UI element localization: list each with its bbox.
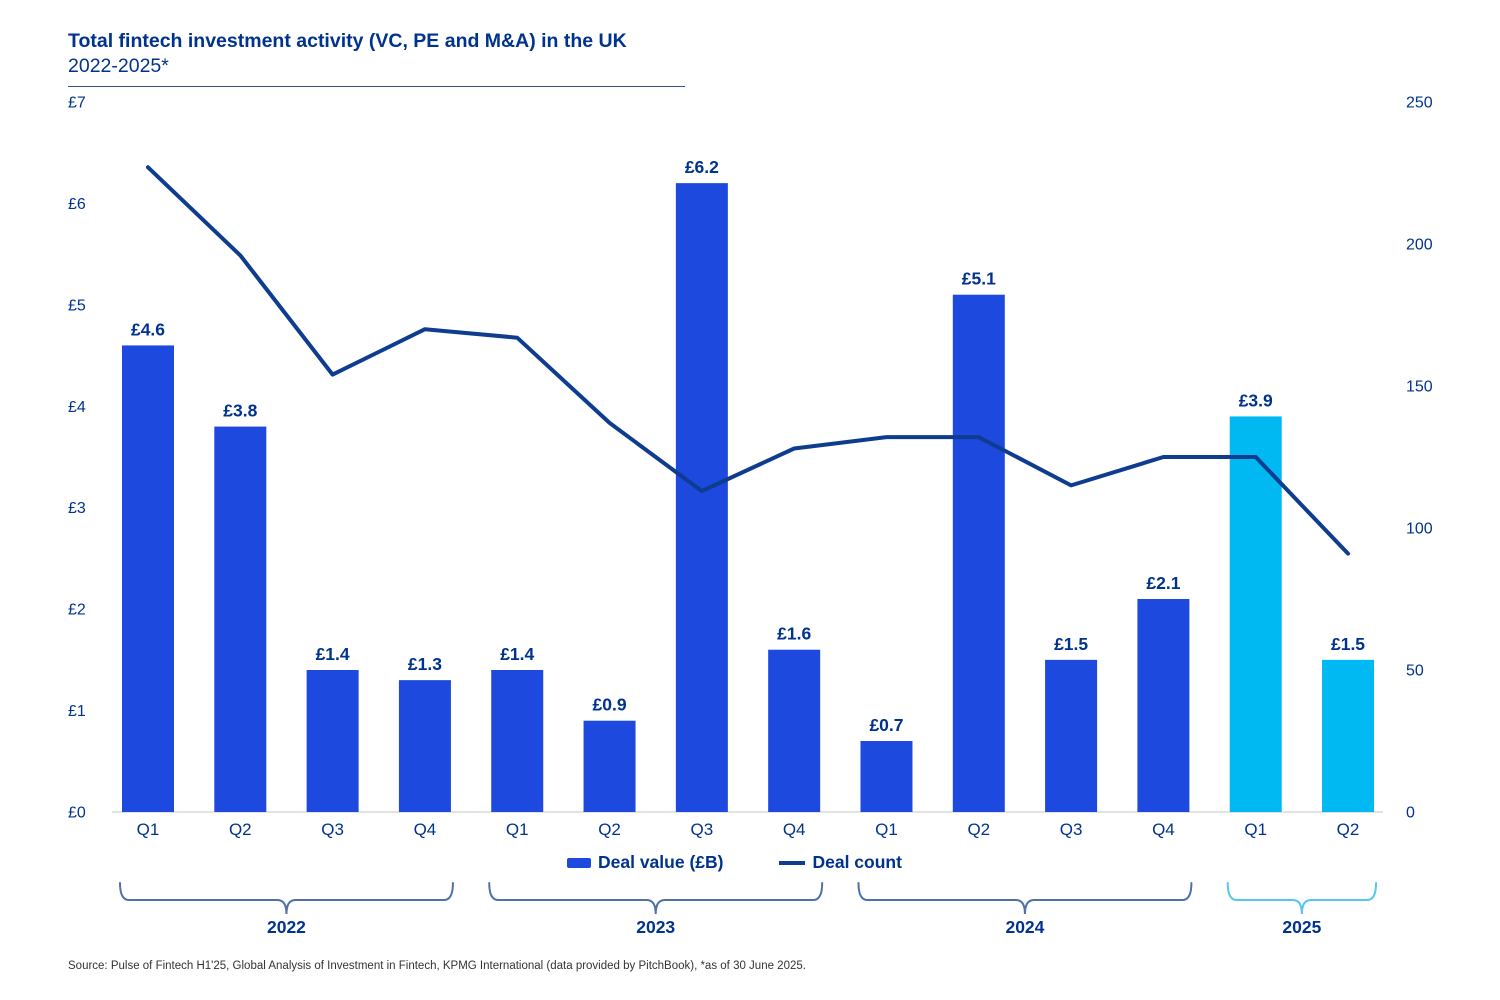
- bar-value-label: £1.3: [408, 654, 442, 674]
- bar-value-label: £1.6: [777, 624, 811, 644]
- left-axis-tick: £7: [68, 95, 86, 112]
- right-axis-tick: 250: [1406, 95, 1433, 112]
- deal-value-bar: [306, 670, 359, 812]
- deal-count-line: [146, 165, 1351, 556]
- bar-value-label: £1.4: [500, 644, 534, 664]
- source-note: Source: Pulse of Fintech H1'25, Global A…: [68, 960, 806, 972]
- title-block: Total fintech investment activity (VC, P…: [68, 28, 688, 87]
- year-bracket-2024: [857, 882, 1193, 915]
- deal-count-line-icon: [779, 860, 806, 865]
- deal-value-bar: [491, 670, 544, 812]
- deal-value-bar: [583, 720, 636, 812]
- bar-value-label: £4.6: [131, 319, 165, 339]
- left-axis-tick: £1: [68, 703, 86, 720]
- deal-value-bar: [675, 183, 728, 813]
- right-axis-tick: 200: [1406, 237, 1433, 254]
- deal-value-bar: [1229, 416, 1282, 812]
- deal-value-bar: [768, 649, 821, 812]
- deal-value-bar: [122, 345, 174, 812]
- deal-value-bar: [1322, 659, 1375, 812]
- year-label-2023: 2023: [636, 917, 675, 937]
- bar-value-label: £5.1: [962, 269, 996, 289]
- deal-value-bar: [952, 294, 1005, 812]
- left-axis-tick: £3: [68, 500, 86, 517]
- year-bracket-2022: [119, 882, 454, 915]
- bar-value-label: £3.9: [1239, 390, 1273, 410]
- year-bracket-2025: [1226, 882, 1378, 915]
- x-axis-label: Q2: [967, 820, 990, 839]
- deal-value-bar: [398, 680, 451, 812]
- chart-legend: Deal value (£B) Deal count: [567, 852, 902, 873]
- left-axis-tick: £4: [68, 399, 86, 416]
- legend-item-deal-value: Deal value (£B): [567, 852, 723, 873]
- year-label-2025: 2025: [1282, 917, 1321, 937]
- deal-value-bar: [1045, 659, 1098, 812]
- x-axis-label: Q4: [414, 820, 437, 839]
- deal-value-bar: [860, 741, 913, 812]
- bar-value-label: £1.5: [1331, 634, 1365, 654]
- left-axis-tick: £0: [68, 805, 86, 822]
- bar-value-label: £3.8: [223, 401, 257, 421]
- deal-value-swatch-icon: [567, 857, 591, 868]
- x-axis-label: Q1: [875, 820, 898, 839]
- x-axis-label: Q4: [1152, 820, 1175, 839]
- chart-subtitle: 2022-2025*: [68, 55, 169, 78]
- x-axis-label: Q3: [321, 820, 344, 839]
- bar-value-label: £0.9: [593, 695, 627, 715]
- right-axis-tick: 50: [1406, 663, 1424, 680]
- x-axis-label: Q1: [137, 820, 160, 839]
- x-axis-label: Q4: [783, 820, 806, 839]
- legend-label-deal-value: Deal value (£B): [598, 852, 724, 872]
- title-divider: [68, 85, 685, 87]
- bar-value-label: £1.5: [1054, 634, 1088, 654]
- chart-title: Total fintech investment activity (VC, P…: [68, 30, 627, 52]
- deal-value-bar: [1137, 599, 1190, 812]
- x-axis-label: Q1: [1244, 820, 1267, 839]
- right-axis-tick: 150: [1406, 379, 1433, 396]
- bar-value-label: £0.7: [869, 715, 903, 735]
- bar-value-label: £2.1: [1146, 573, 1180, 593]
- left-axis-tick: £5: [68, 297, 86, 314]
- year-label-2024: 2024: [1005, 917, 1044, 937]
- x-axis-label: Q1: [506, 820, 529, 839]
- x-axis-label: Q2: [229, 820, 252, 839]
- bar-value-label: £6.2: [685, 157, 719, 177]
- right-axis-tick: 0: [1406, 805, 1415, 822]
- legend-item-deal-count: Deal count: [779, 852, 902, 873]
- year-label-2022: 2022: [267, 917, 306, 937]
- year-bracket-2023: [488, 882, 824, 915]
- right-axis-tick: 100: [1406, 521, 1433, 538]
- left-axis-tick: £6: [68, 196, 86, 213]
- left-axis-tick: £2: [68, 602, 86, 619]
- x-axis-label: Q2: [598, 820, 621, 839]
- x-axis-label: Q2: [1337, 820, 1360, 839]
- x-axis-label: Q3: [691, 820, 714, 839]
- bar-value-label: £1.4: [316, 644, 350, 664]
- x-axis-label: Q3: [1060, 820, 1083, 839]
- deal-value-bar: [214, 426, 267, 812]
- legend-label-deal-count: Deal count: [812, 852, 902, 872]
